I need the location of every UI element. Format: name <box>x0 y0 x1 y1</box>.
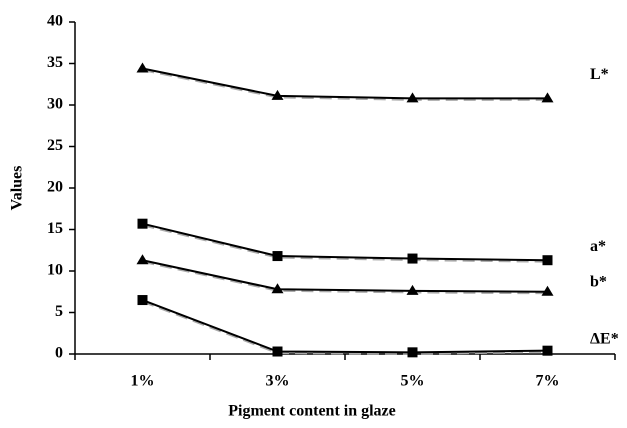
y-tick-label: 10 <box>47 262 63 279</box>
marker <box>541 92 554 103</box>
x-tick-label: 7% <box>536 373 560 390</box>
marker <box>541 285 554 296</box>
x-tick-label: 3% <box>266 373 290 390</box>
marker <box>272 346 283 357</box>
y-tick-label: 0 <box>55 345 63 362</box>
series-label: L* <box>590 66 609 83</box>
series-line <box>142 67 548 100</box>
marker <box>542 345 553 356</box>
series-line <box>142 259 548 293</box>
marker <box>271 283 284 294</box>
y-tick-label: 40 <box>47 13 63 30</box>
x-axis-title: Pigment content in glaze <box>228 403 396 420</box>
y-axis-title: Values <box>9 166 26 211</box>
series-label: a* <box>590 238 606 255</box>
series-label: ΔE* <box>590 330 619 347</box>
marker <box>272 251 283 262</box>
trend-line <box>142 68 548 101</box>
y-tick-label: 35 <box>47 54 63 71</box>
marker <box>271 89 284 100</box>
series-line <box>142 299 548 354</box>
trend-line <box>141 299 548 355</box>
marker <box>406 92 419 103</box>
y-tick-label: 5 <box>55 303 63 320</box>
y-tick-label: 15 <box>47 220 63 237</box>
marker <box>407 347 418 358</box>
trend-line <box>142 223 548 263</box>
trend-line <box>142 259 548 295</box>
y-tick-label: 30 <box>47 96 63 113</box>
series-label: b* <box>590 273 607 290</box>
marker <box>136 254 149 265</box>
marker <box>137 218 148 229</box>
x-tick-label: 5% <box>401 373 425 390</box>
y-tick-label: 20 <box>47 179 63 196</box>
x-tick-label: 1% <box>131 373 155 390</box>
marker <box>542 255 553 266</box>
y-tick-label: 25 <box>47 137 63 154</box>
marker <box>137 295 148 306</box>
marker <box>136 62 149 73</box>
marker <box>406 284 419 295</box>
marker <box>407 253 418 264</box>
series-line <box>142 222 548 262</box>
